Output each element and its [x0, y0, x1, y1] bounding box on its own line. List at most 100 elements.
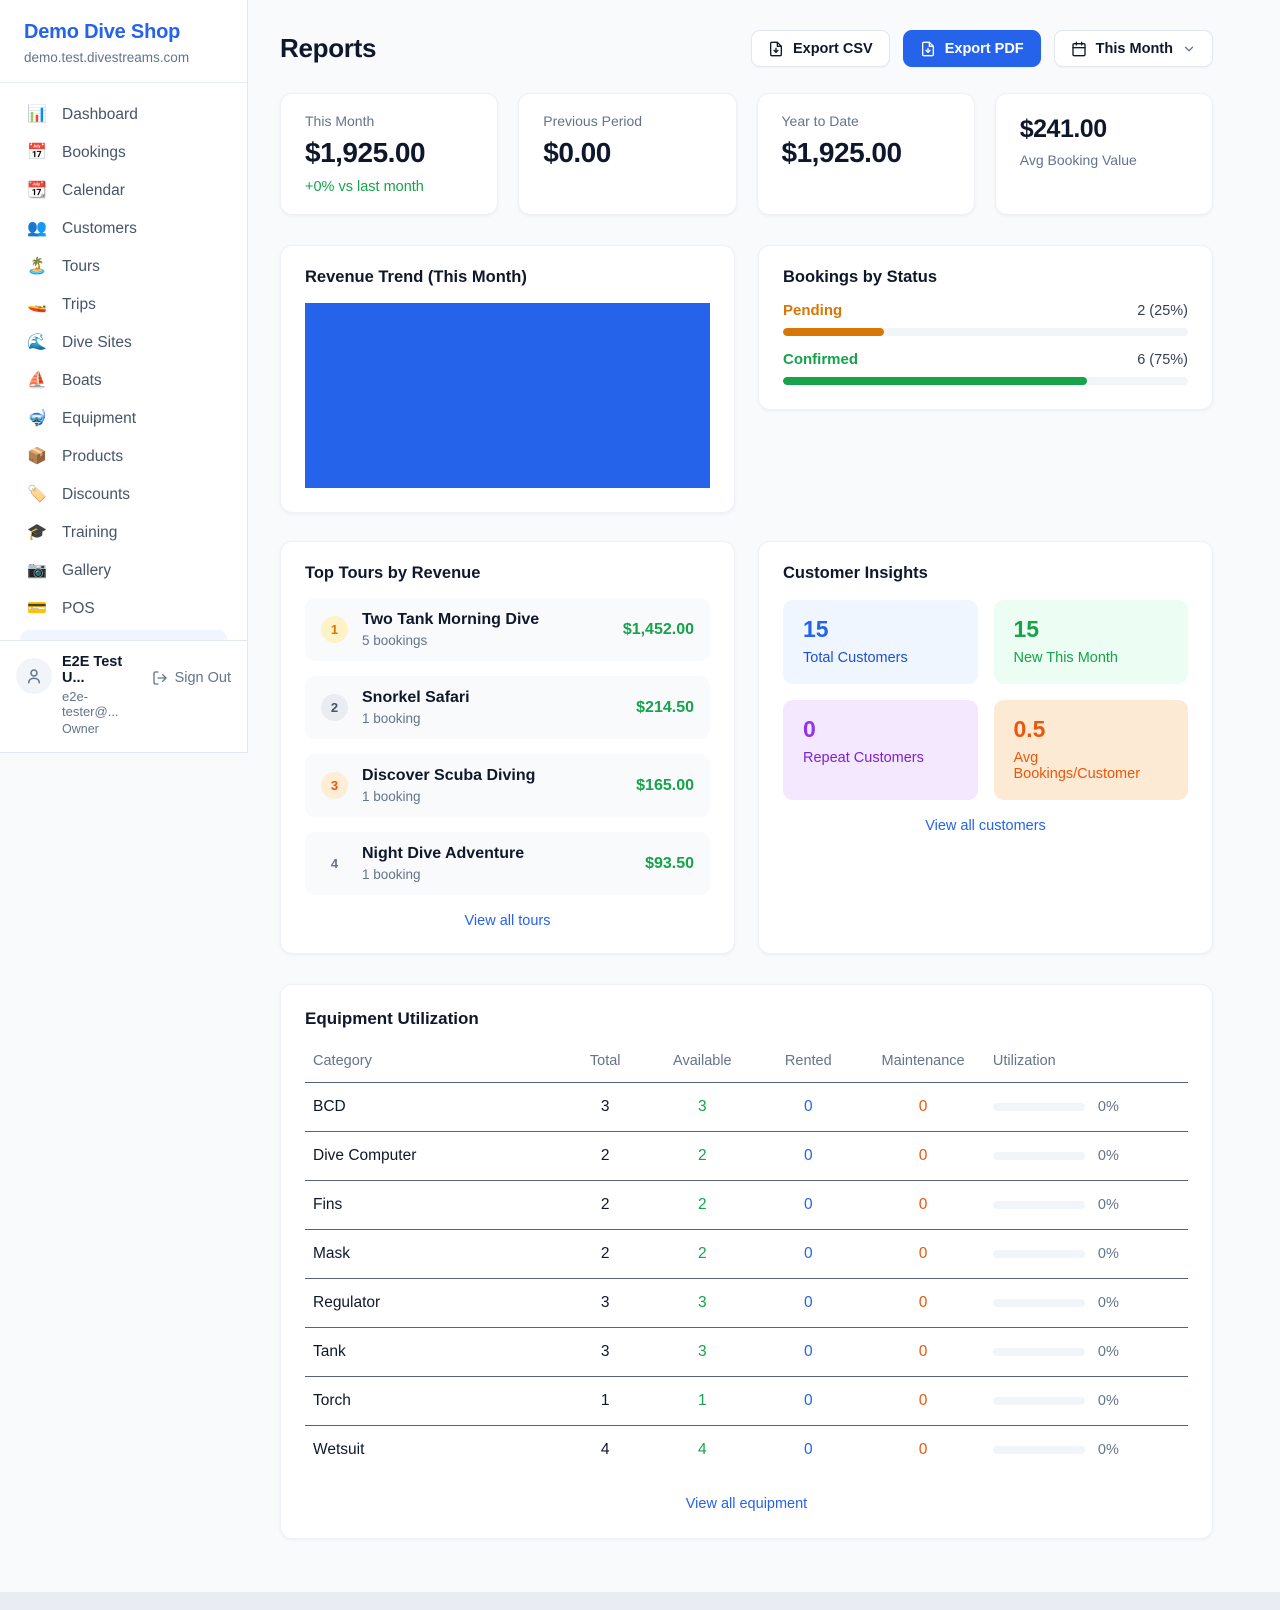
package-icon: 📦 — [27, 448, 47, 465]
card-title: Equipment Utilization — [305, 1009, 479, 1028]
stats-row: This Month $1,925.00 +0% vs last month P… — [280, 93, 1213, 215]
cell-rented: 0 — [755, 1327, 862, 1377]
sidebar-item-label: Dive Sites — [62, 334, 132, 351]
col-rented: Rented — [755, 1043, 862, 1083]
col-utilization: Utilization — [984, 1043, 1188, 1083]
cell-available: 3 — [649, 1082, 756, 1132]
rank-badge: 1 — [321, 616, 348, 643]
tile-value: 0 — [803, 716, 816, 742]
tour-revenue: $1,452.00 — [622, 620, 694, 638]
sidebar-item-dive-sites[interactable]: 🌊 Dive Sites — [16, 324, 231, 362]
tour-name: Discover Scuba Diving — [362, 767, 536, 784]
sidebar-item-label: Products — [62, 448, 124, 465]
tour-name: Snorkel Safari — [362, 689, 470, 706]
cell-category: Regulator — [305, 1278, 562, 1328]
sidebar-item-boats[interactable]: ⛵ Boats — [16, 362, 231, 400]
table-row: BCD 3 3 0 0 0% — [305, 1082, 1188, 1132]
sidebar-item-label: Boats — [62, 372, 102, 389]
sign-out-button[interactable]: Sign Out — [152, 670, 231, 686]
cell-maintenance: 0 — [918, 1441, 928, 1458]
shop-subdomain: demo.test.divestreams.com — [24, 50, 190, 65]
tile-new-this-month: 15 New This Month — [993, 600, 1188, 684]
page-header: Reports Export CSV Export PDF — [280, 30, 1213, 67]
sidebar-item-label: Dashboard — [62, 106, 138, 123]
tile-repeat-customers: 0 Repeat Customers — [783, 700, 978, 800]
cell-total: 3 — [561, 1082, 650, 1132]
cell-total: 1 — [561, 1376, 650, 1426]
table-row: Regulator 3 3 0 0 0% — [305, 1278, 1188, 1328]
card-title: Top Tours by Revenue — [305, 564, 481, 582]
utilization-percent: 0% — [1097, 1442, 1119, 1458]
cell-rented: 0 — [755, 1180, 862, 1230]
sidebar-item-products[interactable]: 📦 Products — [16, 438, 231, 476]
stat-card-year-to-date: Year to Date $1,925.00 — [756, 93, 975, 215]
page-title: Reports — [280, 33, 377, 63]
sidebar-item-calendar[interactable]: 📆 Calendar — [16, 172, 231, 210]
cell-rented: 0 — [755, 1376, 862, 1426]
sidebar-item-label: Training — [62, 524, 118, 541]
sidebar-item-label: Calendar — [62, 182, 125, 199]
view-all-customers-link[interactable]: View all customers — [925, 818, 1046, 834]
cell-category: BCD — [305, 1082, 562, 1132]
status-row-confirmed: Confirmed 6 (75%) — [783, 351, 1188, 385]
tour-name: Night Dive Adventure — [362, 845, 525, 862]
sidebar-item-equipment[interactable]: 🤿 Equipment — [16, 400, 231, 438]
tour-row: 4 Night Dive Adventure 1 booking $93.50 — [305, 832, 710, 895]
export-csv-button[interactable]: Export CSV — [750, 30, 890, 67]
credit-card-icon: 💳 — [27, 600, 47, 617]
sidebar-item-tours[interactable]: 🏝️ Tours — [16, 248, 231, 286]
status-row-pending: Pending 2 (25%) — [783, 302, 1188, 336]
cell-available: 1 — [649, 1376, 756, 1426]
user-role: Owner — [62, 722, 99, 736]
sidebar-item-customers[interactable]: 👥 Customers — [16, 210, 231, 248]
stat-label: Previous Period — [543, 113, 643, 129]
sidebar-item-reports-partial[interactable] — [20, 630, 227, 640]
calendar-icon: 📆 — [27, 182, 47, 199]
cell-maintenance: 0 — [861, 1229, 985, 1279]
cell-available: 2 — [649, 1229, 756, 1279]
sidebar-item-dashboard[interactable]: 📊 Dashboard — [16, 96, 231, 134]
cell-rented: 0 — [755, 1229, 862, 1279]
cell-rented: 0 — [755, 1131, 862, 1181]
export-pdf-button[interactable]: Export PDF — [902, 30, 1041, 67]
tour-bookings: 1 booking — [362, 711, 421, 726]
tile-value: 15 — [1013, 616, 1040, 642]
stat-value: $0.00 — [543, 137, 611, 168]
diving-mask-icon: 🤿 — [27, 410, 47, 427]
tile-label: Total Customers — [803, 650, 908, 666]
user-info: E2E Test U... e2e-tester@... Owner — [62, 654, 142, 736]
sidebar-item-gallery[interactable]: 📷 Gallery — [16, 552, 231, 590]
brand-name[interactable]: Demo Dive Shop — [24, 21, 181, 43]
utilization-cell: 0% — [992, 1295, 1180, 1311]
tour-revenue: $214.50 — [636, 698, 694, 716]
view-all-tours-link[interactable]: View all tours — [464, 913, 551, 929]
progress-track — [783, 377, 1188, 385]
utilization-percent: 0% — [1097, 1295, 1119, 1311]
sidebar-item-label: Equipment — [62, 410, 137, 427]
tour-revenue: $165.00 — [636, 776, 694, 794]
sidebar-item-trips[interactable]: 🚤 Trips — [16, 286, 231, 324]
utilization-percent: 0% — [1097, 1197, 1119, 1213]
sidebar: Demo Dive Shop demo.test.divestreams.com… — [0, 0, 248, 753]
sidebar-item-training[interactable]: 🎓 Training — [16, 514, 231, 552]
cell-total: 2 — [561, 1131, 650, 1181]
tour-revenue: $93.50 — [645, 854, 694, 872]
sidebar-item-label: Bookings — [62, 144, 126, 161]
file-download-icon — [921, 41, 934, 56]
status-count: 6 (75%) — [1137, 352, 1188, 368]
stat-value: $1,925.00 — [305, 137, 426, 168]
sidebar-user-section: E2E Test U... e2e-tester@... Owner Sign … — [0, 640, 247, 752]
tour-bookings: 1 booking — [362, 789, 421, 804]
view-all-equipment-link[interactable]: View all equipment — [685, 1496, 808, 1512]
col-maintenance: Maintenance — [861, 1043, 985, 1083]
period-dropdown[interactable]: This Month — [1053, 30, 1213, 67]
utilization-cell: 0% — [992, 1246, 1180, 1262]
utilization-cell: 0% — [992, 1393, 1180, 1409]
cell-maintenance: 0 — [861, 1278, 985, 1328]
sidebar-item-bookings[interactable]: 📅 Bookings — [16, 134, 231, 172]
card-title: Customer Insights — [783, 564, 928, 582]
sidebar-item-discounts[interactable]: 🏷️ Discounts — [16, 476, 231, 514]
cell-available: 2 — [649, 1131, 756, 1181]
sidebar-item-pos[interactable]: 💳 POS — [16, 590, 231, 628]
